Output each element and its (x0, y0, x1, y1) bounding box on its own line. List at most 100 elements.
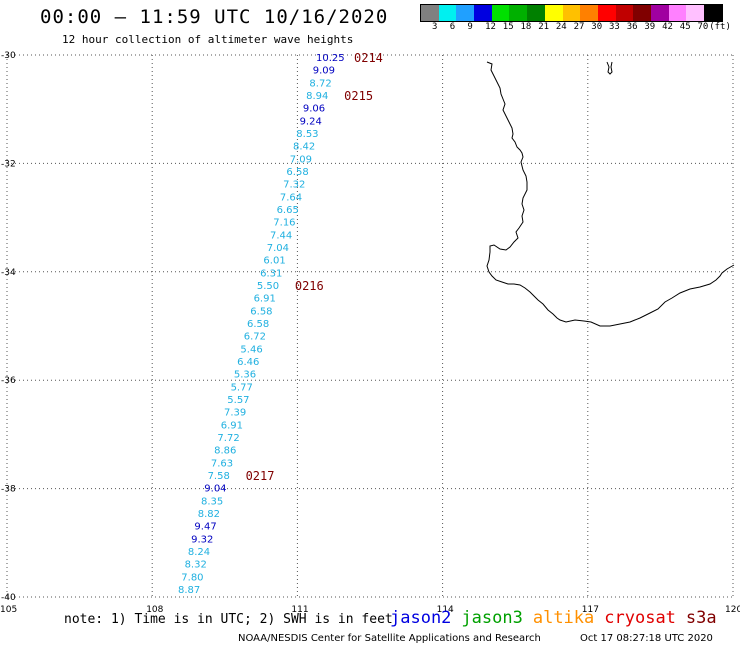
legend-swatch (421, 5, 439, 21)
lat-lon-grid (6, 54, 734, 598)
wave-height-value: 6.91 (254, 294, 276, 305)
wave-height-value: 8.72 (309, 78, 331, 89)
lat-tick-label: -40 (1, 593, 16, 603)
pass-time-label: 0217 (246, 469, 275, 483)
wave-height-value: 7.64 (280, 192, 302, 203)
wave-height-value: 5.50 (257, 281, 279, 292)
wave-height-value: 5.46 (240, 344, 262, 355)
wave-height-value: 9.04 (204, 484, 226, 495)
wave-height-value: 8.42 (293, 142, 315, 153)
lat-tick-label: -34 (1, 268, 16, 278)
legend-label: 15 (502, 22, 514, 32)
wave-height-value: 6.72 (244, 332, 266, 343)
pass-time-label: 0214 (354, 51, 383, 65)
wave-height-value: 6.58 (250, 306, 272, 317)
wave-height-value: 7.32 (283, 180, 305, 191)
satellite-legend: jason2 jason3 altika cryosat s3a (390, 608, 727, 628)
wave-height-value: 8.87 (178, 585, 200, 596)
wave-height-value: 9.24 (300, 116, 322, 127)
wave-height-value: 9.32 (191, 534, 213, 545)
legend-swatch (544, 5, 563, 21)
lon-tick-label: 111 (291, 605, 308, 615)
legend-label: 30 (591, 22, 603, 32)
wave-height-value: 5.77 (231, 382, 253, 393)
lon-tick-label: 120 (725, 605, 740, 615)
legend-label: 70 (697, 22, 709, 32)
pass-time-label: 0216 (295, 279, 324, 293)
satellite-legend-item: cryosat (604, 608, 676, 628)
legend-swatch (597, 5, 616, 21)
wave-height-value: 8.35 (201, 496, 223, 507)
wave-height-value: 6.46 (237, 357, 259, 368)
australia-coastline (486, 61, 735, 327)
lat-tick-label: -32 (1, 159, 16, 169)
wave-height-value: 8.94 (306, 91, 328, 102)
wave-height-value: 5.57 (227, 395, 249, 406)
pass-time-label: 0215 (344, 89, 373, 103)
wave-height-value: 7.09 (290, 154, 312, 165)
legend-swatch (456, 5, 475, 21)
lat-tick-label: -38 (1, 485, 16, 495)
legend-unit: (ft) (709, 22, 731, 32)
wave-height-value: 8.32 (185, 560, 207, 571)
credit-text: NOAA/NESDIS Center for Satellite Applica… (238, 633, 541, 644)
legend-swatch (580, 5, 598, 21)
legend-label: 12 (485, 22, 496, 32)
note-text: note: 1) Time is in UTC; 2) SWH is in fe… (64, 612, 393, 627)
legend-swatch (615, 5, 634, 21)
wave-height-value: 9.47 (194, 522, 216, 533)
wave-height-value: 7.16 (273, 218, 295, 229)
legend-swatch (686, 5, 704, 21)
wave-height-value: 8.24 (188, 547, 210, 558)
legend-swatch (491, 5, 510, 21)
wave-height-value: 7.39 (224, 408, 246, 419)
legend-label: 36 (626, 22, 638, 32)
legend-label: 18 (520, 22, 532, 32)
color-legend-bar (420, 4, 723, 22)
legend-swatch (438, 5, 457, 21)
island-outline (606, 61, 613, 75)
wave-height-value: 6.01 (263, 256, 285, 267)
legend-label: 45 (679, 22, 691, 32)
wave-height-value: 9.06 (303, 104, 325, 115)
map-title: 00:00 – 11:59 UTC 10/16/2020 (40, 6, 389, 28)
lon-tick-label: 108 (146, 605, 163, 615)
legend-label: 42 (662, 22, 673, 32)
legend-label: 27 (573, 22, 585, 32)
lat-tick-label: -30 (1, 51, 16, 61)
wave-height-value: 6.58 (286, 167, 308, 178)
legend-label: 21 (538, 22, 550, 32)
legend-label: 9 (467, 22, 473, 32)
wave-height-value: 6.58 (247, 319, 269, 330)
legend-label: 3 (432, 22, 438, 32)
wave-height-value: 7.72 (217, 433, 239, 444)
wave-height-value: 7.44 (270, 230, 292, 241)
map-subtitle: 12 hour collection of altimeter wave hei… (62, 33, 354, 46)
wave-height-value: 7.63 (211, 458, 233, 469)
legend-label: 6 (449, 22, 456, 32)
legend-label: 39 (644, 22, 656, 32)
wave-height-value: 10.25 (316, 53, 345, 64)
legend-swatch (474, 5, 492, 21)
legend-swatch (704, 5, 722, 21)
axis-tick-labels: 105 108 111 114 117 120 -30 -32 -34 -36 -38 -40 (0, 51, 740, 615)
wave-height-value: 7.58 (208, 471, 230, 482)
lon-tick-label: 105 (0, 605, 17, 615)
legend-swatch (509, 5, 528, 21)
satellite-legend-item: jason3 (461, 608, 523, 628)
wave-height-value: 5.36 (234, 370, 256, 381)
lon-tick-label: 114 (437, 605, 454, 615)
legend-swatch (562, 5, 581, 21)
pass-time-labels: 0214 0215 0216 0217 (246, 51, 383, 483)
timestamp-text: Oct 17 08:27:18 UTC 2020 (580, 633, 713, 644)
legend-swatch (650, 5, 669, 21)
wave-height-value: 8.86 (214, 446, 236, 457)
legend-swatch (633, 5, 651, 21)
lat-tick-label: -36 (1, 376, 16, 386)
wave-height-value: 8.53 (296, 129, 318, 140)
legend-label: 33 (609, 22, 620, 32)
satellite-legend-item: jason2 (390, 608, 452, 628)
wave-height-value: 7.80 (181, 572, 203, 583)
wave-height-value: 7.04 (267, 243, 289, 254)
